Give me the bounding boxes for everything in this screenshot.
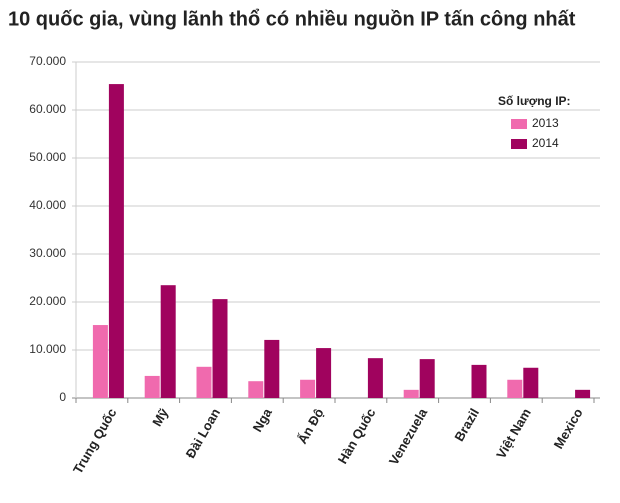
y-tick-label: 30.000: [29, 246, 66, 260]
x-tick-label: Đài Loan: [183, 406, 223, 461]
legend-label: 2013: [532, 116, 559, 130]
bar: [523, 367, 539, 398]
x-tick-label: Việt Nam: [493, 406, 534, 461]
x-tick-label: Mỹ: [149, 405, 171, 429]
y-tick-label: 60.000: [29, 102, 66, 116]
y-tick-label: 10.000: [29, 342, 66, 356]
x-tick-label: Hàn Quốc: [335, 406, 379, 467]
y-tick-label: 40.000: [29, 198, 66, 212]
x-tick-label: Ấn Độ: [295, 406, 327, 447]
bar: [144, 375, 160, 398]
bar: [316, 348, 332, 398]
bar: [403, 389, 419, 398]
bar: [264, 339, 280, 398]
y-tick-label: 0: [59, 390, 66, 404]
bar: [575, 389, 591, 398]
bar: [92, 325, 108, 398]
bar: [367, 358, 383, 398]
y-tick-label: 20.000: [29, 294, 66, 308]
bar: [212, 299, 228, 398]
legend-swatch: [511, 119, 527, 129]
x-tick-label: Trung Quốc: [70, 406, 119, 477]
bar: [419, 359, 435, 398]
y-tick-label: 70.000: [29, 54, 66, 68]
legend-label: 2014: [532, 136, 559, 150]
x-tick-label: Mexico: [551, 406, 586, 452]
y-tick-label: 50.000: [29, 150, 66, 164]
bar: [507, 379, 523, 398]
bar: [108, 84, 124, 398]
bar: [160, 285, 176, 398]
bar: [248, 381, 264, 398]
x-tick-label: Venezuela: [386, 405, 431, 468]
bar: [196, 366, 212, 398]
chart-title: 10 quốc gia, vùng lãnh thổ có nhiều nguồ…: [8, 8, 576, 30]
x-tick-label: Brazil: [451, 406, 482, 444]
bar: [471, 364, 487, 398]
bar: [300, 379, 316, 398]
legend-title: Số lượng IP:: [498, 94, 571, 108]
legend-swatch: [511, 139, 527, 149]
x-tick-label: Nga: [250, 405, 276, 434]
